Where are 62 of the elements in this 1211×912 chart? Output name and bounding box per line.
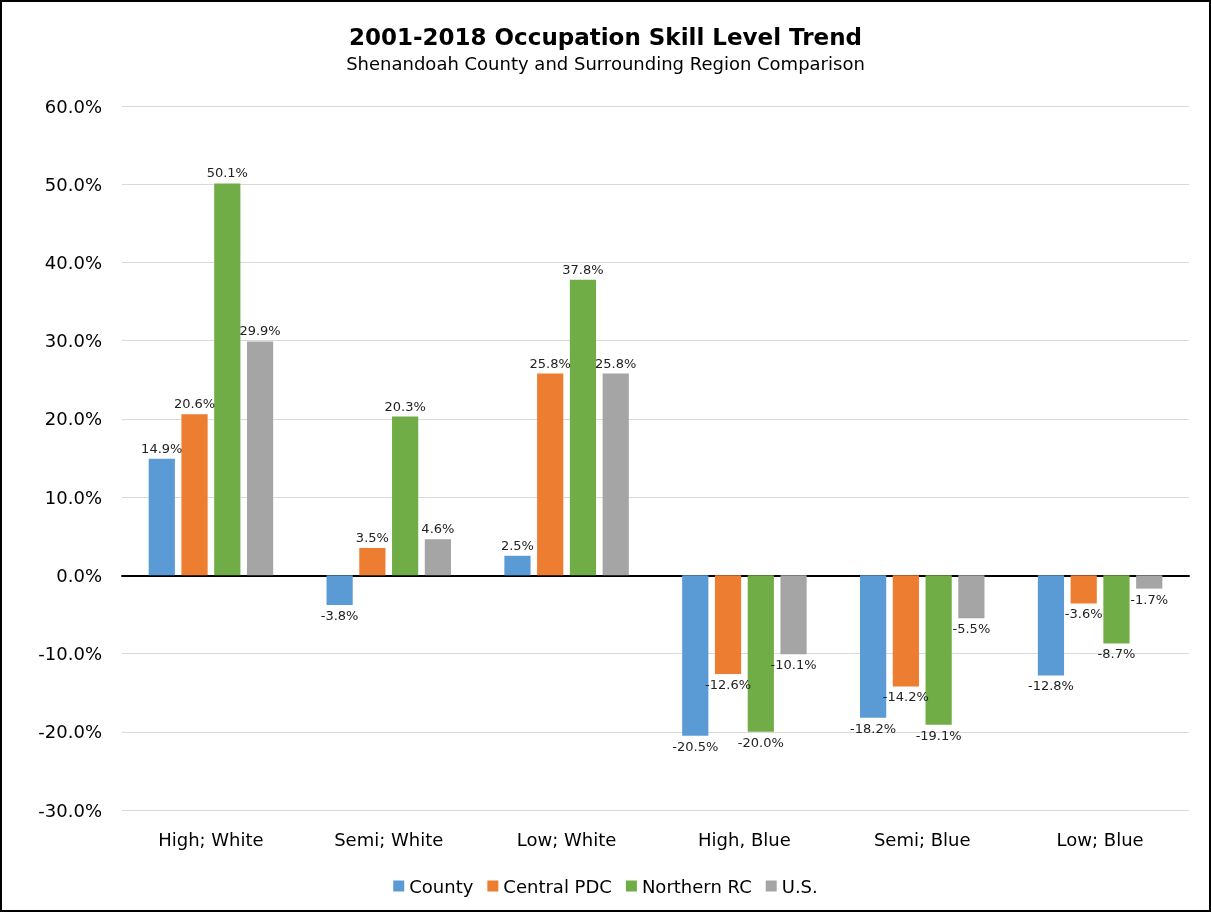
y-tick-label: 10.0% <box>44 486 102 508</box>
y-tick-label: 60.0% <box>44 95 102 117</box>
bar <box>569 279 597 576</box>
y-tick-label: 50.0% <box>44 173 102 195</box>
bar <box>602 373 629 576</box>
bar <box>181 414 208 576</box>
data-label: 4.6% <box>421 521 455 537</box>
x-tick-label: Low; White <box>516 828 617 850</box>
bar <box>424 539 451 576</box>
x-tick-label: Semi; Blue <box>873 828 971 850</box>
y-tick-label: 0.0% <box>56 564 102 586</box>
y-tick-label: 40.0% <box>44 251 102 273</box>
data-label: -12.8% <box>1027 678 1074 694</box>
bar <box>1037 575 1065 676</box>
data-label: -19.1% <box>915 727 962 743</box>
y-tick-label: -30.0% <box>38 799 102 821</box>
y-tick-label: -20.0% <box>38 721 102 743</box>
bar <box>958 575 985 619</box>
data-label: 2.5% <box>500 537 534 553</box>
y-tick-label: 30.0% <box>44 330 102 352</box>
data-label: -18.2% <box>850 720 897 736</box>
x-tick-label: High; White <box>158 828 264 850</box>
bar <box>148 458 175 576</box>
data-label: 14.9% <box>141 440 183 456</box>
bar <box>537 373 564 576</box>
data-label: -20.5% <box>672 738 719 754</box>
data-label: 29.9% <box>239 323 281 339</box>
data-label: -5.5% <box>952 621 991 637</box>
bar <box>504 555 531 576</box>
bar <box>214 183 241 576</box>
data-label: 25.8% <box>595 355 637 371</box>
bar <box>1136 575 1163 589</box>
bar <box>246 341 274 576</box>
data-label: 37.8% <box>562 261 604 277</box>
chart-subtitle: Shenandoah County and Surrounding Region Comparison <box>346 52 865 74</box>
bar <box>392 416 419 576</box>
legend-label: U.S. <box>781 875 818 897</box>
bar <box>1103 575 1130 644</box>
legend-label: Central PDC <box>503 875 612 897</box>
bar <box>892 575 919 687</box>
chart-title: 2001-2018 Occupation Skill Level Trend <box>348 23 863 50</box>
bar <box>1070 575 1097 604</box>
x-tick-label: Low; Blue <box>1056 828 1144 850</box>
data-label: -20.0% <box>737 734 784 750</box>
data-label: -3.6% <box>1064 606 1103 622</box>
bar <box>780 575 807 655</box>
bar <box>714 575 742 674</box>
data-label: -1.7% <box>1130 591 1169 607</box>
data-label: -8.7% <box>1097 646 1136 662</box>
data-label: 50.1% <box>206 165 248 181</box>
bar <box>359 547 386 576</box>
bar <box>326 575 353 606</box>
legend-label: County <box>409 875 474 897</box>
x-tick-label: High, Blue <box>698 828 791 850</box>
data-label: 25.8% <box>529 355 571 371</box>
data-label: -3.8% <box>320 608 359 624</box>
y-tick-label: -10.0% <box>38 643 102 665</box>
x-tick-label: Semi; White <box>334 828 444 850</box>
y-tick-label: 20.0% <box>44 408 102 430</box>
data-label: 20.3% <box>384 398 426 414</box>
data-label: 3.5% <box>355 529 389 545</box>
legend-label: Northern RC <box>641 875 752 897</box>
